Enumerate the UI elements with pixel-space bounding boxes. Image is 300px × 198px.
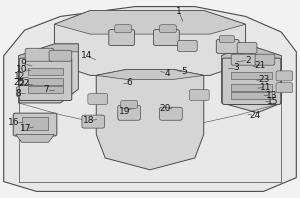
Bar [28, 86, 63, 93]
Text: 24: 24 [250, 111, 261, 120]
FancyBboxPatch shape [222, 58, 281, 105]
Text: 9: 9 [21, 59, 27, 68]
FancyBboxPatch shape [82, 115, 105, 128]
FancyBboxPatch shape [189, 89, 209, 101]
Polygon shape [19, 44, 78, 64]
Bar [231, 72, 272, 79]
FancyBboxPatch shape [276, 83, 293, 93]
Text: 13: 13 [266, 90, 278, 100]
FancyBboxPatch shape [237, 42, 257, 53]
FancyBboxPatch shape [88, 93, 108, 105]
Text: 7: 7 [43, 85, 49, 94]
Text: 25: 25 [14, 78, 25, 87]
Bar [231, 84, 272, 91]
Text: 2: 2 [246, 56, 251, 65]
Text: 17: 17 [20, 124, 32, 133]
FancyBboxPatch shape [231, 54, 257, 65]
Polygon shape [4, 7, 296, 191]
Text: 6: 6 [127, 78, 133, 87]
Text: 10: 10 [16, 65, 27, 74]
Text: 18: 18 [83, 116, 94, 125]
Text: 5: 5 [182, 67, 187, 76]
FancyBboxPatch shape [49, 50, 72, 61]
Polygon shape [54, 10, 246, 75]
Text: 8: 8 [15, 89, 21, 98]
FancyBboxPatch shape [19, 58, 72, 101]
Polygon shape [96, 69, 204, 170]
Text: 1: 1 [176, 7, 182, 16]
FancyBboxPatch shape [160, 25, 176, 33]
Text: 20: 20 [160, 104, 171, 113]
FancyBboxPatch shape [25, 48, 54, 61]
FancyBboxPatch shape [13, 113, 57, 136]
FancyBboxPatch shape [219, 35, 235, 43]
Text: 4: 4 [164, 69, 170, 78]
Text: 14: 14 [81, 51, 92, 60]
FancyBboxPatch shape [118, 105, 140, 120]
Text: 21: 21 [255, 61, 266, 70]
FancyBboxPatch shape [121, 100, 137, 109]
Text: 3: 3 [234, 63, 239, 72]
FancyBboxPatch shape [160, 107, 182, 120]
FancyBboxPatch shape [154, 30, 179, 46]
Polygon shape [222, 44, 281, 64]
Text: 23: 23 [258, 75, 270, 84]
Text: 12: 12 [14, 72, 25, 82]
Bar [28, 78, 63, 85]
Text: 11: 11 [260, 83, 272, 92]
Polygon shape [222, 44, 281, 113]
Text: 16: 16 [8, 118, 20, 127]
FancyBboxPatch shape [216, 39, 239, 53]
Text: 15: 15 [267, 97, 279, 106]
Polygon shape [54, 10, 246, 34]
FancyBboxPatch shape [178, 40, 197, 51]
FancyBboxPatch shape [52, 86, 72, 97]
FancyBboxPatch shape [16, 87, 33, 97]
Text: 22: 22 [18, 79, 30, 88]
Polygon shape [19, 44, 78, 103]
FancyBboxPatch shape [109, 30, 134, 46]
FancyBboxPatch shape [276, 71, 293, 81]
Bar [231, 91, 272, 99]
Polygon shape [96, 69, 204, 79]
FancyBboxPatch shape [115, 25, 131, 33]
Text: 19: 19 [119, 107, 130, 116]
Bar [22, 117, 49, 130]
FancyBboxPatch shape [255, 54, 275, 65]
Bar [28, 68, 63, 75]
Polygon shape [16, 134, 54, 142]
